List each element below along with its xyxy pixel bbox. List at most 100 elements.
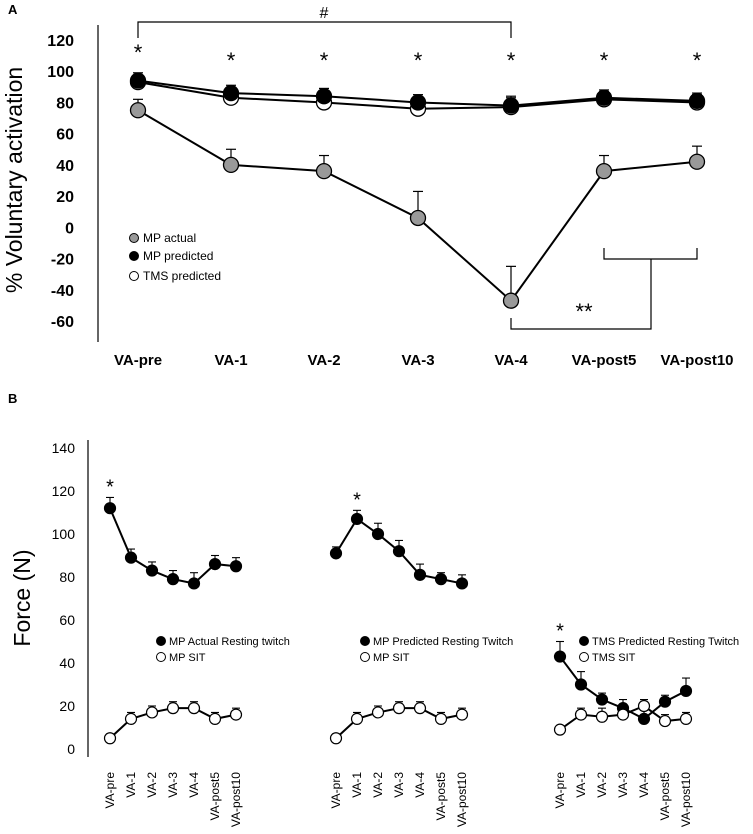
y-tick-label: 60 xyxy=(59,612,75,628)
legend-label: MP actual xyxy=(143,231,196,245)
data-point xyxy=(371,706,385,719)
data-point xyxy=(595,710,609,723)
legend-label: TMS Predicted Resting Twitch xyxy=(592,636,739,648)
data-point xyxy=(229,708,243,721)
x-tick-label: VA-pre xyxy=(553,772,567,809)
data-point xyxy=(229,560,243,573)
double-star-annotation: ** xyxy=(575,299,593,324)
x-tick-label: VA-post10 xyxy=(455,772,469,827)
legend-marker xyxy=(156,652,166,662)
y-tick-label: 100 xyxy=(47,64,74,81)
legend-label: MP predicted xyxy=(143,249,213,263)
x-tick-label: VA-3 xyxy=(392,772,406,798)
data-point xyxy=(616,708,630,721)
significance-star: * xyxy=(227,48,236,73)
x-tick-label: VA-post10 xyxy=(679,772,693,827)
y-tick-label: 80 xyxy=(59,569,75,585)
x-tick-label: VA-3 xyxy=(401,352,434,369)
x-tick-label: VA-post10 xyxy=(660,352,733,369)
data-point xyxy=(595,162,613,180)
y-tick-label: 40 xyxy=(59,655,75,671)
panel-a-chart: 120 100 80 60 40 20 0 -20 -40 -60 VA-pre VA-1 VA-2 VA… xyxy=(47,5,733,369)
x-tick-label: VA-2 xyxy=(145,772,159,798)
legend-marker xyxy=(579,636,589,646)
data-point xyxy=(637,699,651,713)
significance-star: * xyxy=(106,476,114,498)
legend-label: MP Predicted Resting Twitch xyxy=(373,636,513,648)
data-point xyxy=(434,573,448,586)
data-point xyxy=(553,723,567,736)
data-point xyxy=(350,712,364,726)
data-point xyxy=(129,72,147,89)
data-point xyxy=(455,708,469,721)
x-tick-label: VA-2 xyxy=(595,772,609,798)
data-point xyxy=(658,714,672,728)
y-tick-label: 120 xyxy=(47,33,74,50)
data-point xyxy=(124,551,138,564)
data-point xyxy=(103,732,117,745)
legend-marker xyxy=(360,636,370,646)
y-tick-label: -40 xyxy=(51,283,74,300)
x-tick-label: VA-4 xyxy=(413,772,427,798)
data-point xyxy=(679,684,693,698)
data-point xyxy=(595,693,609,706)
data-point xyxy=(658,695,672,708)
y-tick-label: 80 xyxy=(56,95,74,112)
x-tick-label: VA-3 xyxy=(166,772,180,798)
x-tick-label: VA-2 xyxy=(307,352,340,369)
y-tick-label: 60 xyxy=(56,127,74,144)
data-point xyxy=(502,292,520,309)
data-point xyxy=(595,89,613,106)
data-point xyxy=(208,557,222,571)
x-tick-label: VA-1 xyxy=(214,352,247,369)
data-point xyxy=(166,702,180,715)
significance-star: * xyxy=(693,48,702,73)
y-tick-label: 100 xyxy=(52,526,76,542)
y-tick-label: 120 xyxy=(52,483,76,499)
legend-marker xyxy=(156,636,166,646)
data-point xyxy=(350,512,364,526)
data-point xyxy=(409,94,427,111)
legend-marker xyxy=(129,233,139,243)
x-tick-label: VA-1 xyxy=(124,772,138,798)
legend-marker xyxy=(129,251,139,261)
data-point xyxy=(434,712,448,726)
legend-label: TMS SIT xyxy=(592,652,636,664)
y-tick-label: 140 xyxy=(52,440,76,456)
group-bracket xyxy=(603,248,698,260)
data-point xyxy=(145,564,159,577)
x-tick-label: VA-post10 xyxy=(229,772,243,827)
hash-annotation: # xyxy=(320,5,329,22)
panel-b-label: B xyxy=(8,391,17,406)
y-tick-label: 20 xyxy=(56,189,74,206)
data-point xyxy=(502,97,520,114)
data-point xyxy=(413,702,427,715)
double-star-bracket xyxy=(510,259,652,330)
data-point xyxy=(553,650,567,663)
data-point xyxy=(679,712,693,726)
data-point xyxy=(371,527,385,541)
data-point xyxy=(166,573,180,586)
panel-a-label: A xyxy=(8,2,18,17)
significance-star: * xyxy=(414,48,423,73)
data-point xyxy=(222,84,240,102)
x-tick-label: VA-post5 xyxy=(658,772,672,821)
y-tick-label: 0 xyxy=(67,741,75,757)
x-tick-label: VA-post5 xyxy=(434,772,448,821)
data-point xyxy=(455,577,469,590)
data-point xyxy=(392,545,406,558)
data-point xyxy=(222,156,240,174)
significance-star: * xyxy=(507,48,516,73)
hash-bracket xyxy=(137,21,512,38)
data-point xyxy=(103,502,117,515)
data-point xyxy=(129,102,147,119)
significance-star: * xyxy=(556,621,564,643)
x-tick-label: VA-pre xyxy=(103,772,117,809)
data-point xyxy=(315,88,333,105)
data-point xyxy=(574,678,588,691)
y-tick-label: -60 xyxy=(51,314,74,331)
significance-star: * xyxy=(134,40,143,65)
y-tick-label: 20 xyxy=(59,698,75,714)
y-tick-label: 0 xyxy=(65,220,74,237)
